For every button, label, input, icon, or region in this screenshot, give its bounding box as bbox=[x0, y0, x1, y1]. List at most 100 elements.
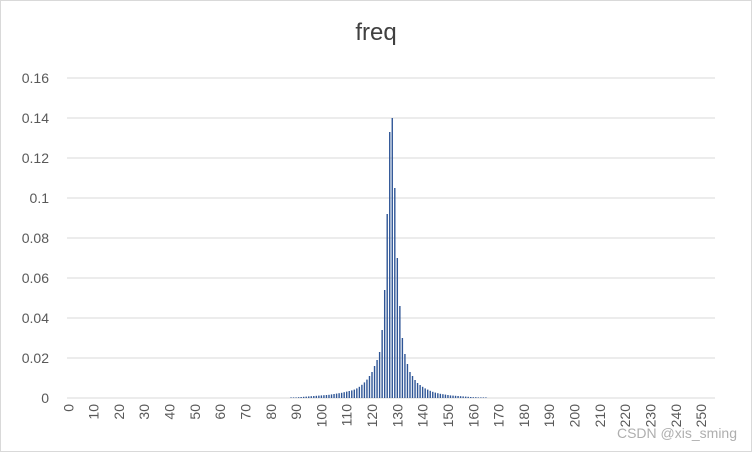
y-tick-label: 0.1 bbox=[30, 190, 50, 206]
bar bbox=[437, 393, 439, 398]
bar bbox=[363, 382, 366, 398]
bar bbox=[383, 290, 386, 398]
bar bbox=[335, 393, 338, 398]
bar bbox=[480, 397, 482, 398]
x-tick-label: 20 bbox=[111, 404, 127, 420]
x-tick-label: 140 bbox=[415, 404, 431, 428]
x-tick-label: 190 bbox=[541, 404, 557, 428]
bar bbox=[346, 391, 348, 398]
chart-title: freq bbox=[355, 19, 397, 46]
bar bbox=[300, 397, 302, 398]
bar bbox=[470, 397, 472, 398]
y-tick-label: 0.02 bbox=[22, 350, 49, 366]
bar bbox=[305, 396, 307, 398]
x-tick-label: 110 bbox=[339, 404, 355, 427]
bar bbox=[427, 389, 429, 398]
bar bbox=[439, 393, 442, 398]
bar bbox=[485, 397, 487, 398]
bar bbox=[373, 366, 376, 398]
bar bbox=[353, 389, 355, 398]
y-tick-label: 0.04 bbox=[22, 310, 49, 326]
x-tick-label: 90 bbox=[288, 404, 304, 420]
bar bbox=[308, 396, 310, 398]
x-tick-label: 70 bbox=[237, 404, 253, 420]
x-tick-label: 100 bbox=[313, 404, 329, 428]
bar bbox=[419, 385, 421, 398]
bar bbox=[404, 354, 406, 398]
bar bbox=[424, 388, 426, 398]
bar bbox=[295, 397, 297, 398]
bar bbox=[340, 392, 343, 398]
bar bbox=[457, 396, 459, 398]
y-tick-label: 0.14 bbox=[22, 110, 49, 126]
x-tick-label: 220 bbox=[617, 404, 633, 428]
bar bbox=[391, 118, 393, 398]
bar bbox=[376, 360, 378, 398]
x-tick-label: 130 bbox=[389, 404, 405, 428]
x-tick-label: 30 bbox=[136, 404, 152, 420]
bar bbox=[371, 372, 373, 398]
x-tick-label: 50 bbox=[187, 404, 203, 420]
watermark-text: CSDN @xis_sming bbox=[616, 425, 737, 441]
bar bbox=[351, 390, 353, 398]
bar bbox=[394, 188, 396, 398]
bar bbox=[333, 394, 335, 398]
bar bbox=[330, 394, 333, 398]
bar bbox=[464, 396, 467, 398]
bar bbox=[358, 386, 361, 398]
bar bbox=[320, 395, 323, 398]
bar bbox=[338, 393, 340, 398]
y-tick-label: 0.12 bbox=[22, 150, 49, 166]
bar bbox=[313, 396, 315, 398]
x-tick-label: 10 bbox=[86, 404, 102, 420]
bar bbox=[389, 132, 391, 398]
bar bbox=[434, 392, 436, 398]
x-tick-label: 180 bbox=[516, 404, 532, 428]
x-tick-label: 240 bbox=[668, 404, 684, 428]
bar bbox=[381, 330, 383, 398]
bar bbox=[475, 397, 477, 398]
bar bbox=[368, 376, 371, 398]
bar bbox=[454, 395, 457, 398]
x-tick-label: 170 bbox=[491, 404, 507, 428]
bar bbox=[315, 395, 318, 398]
bar bbox=[447, 395, 449, 398]
bar bbox=[310, 396, 312, 398]
bar bbox=[432, 391, 434, 398]
x-tick-label: 60 bbox=[212, 404, 228, 420]
bar bbox=[411, 376, 414, 398]
bar bbox=[421, 386, 424, 398]
bar bbox=[348, 391, 350, 398]
bar bbox=[462, 396, 464, 398]
bar bbox=[472, 397, 474, 398]
bar bbox=[396, 258, 399, 398]
bar bbox=[292, 397, 295, 398]
bar bbox=[399, 306, 401, 398]
bar bbox=[449, 395, 452, 398]
x-tick-label: 80 bbox=[263, 404, 279, 420]
bar bbox=[477, 397, 480, 398]
bar bbox=[356, 388, 358, 398]
x-tick-label: 120 bbox=[364, 404, 380, 428]
bar bbox=[459, 396, 462, 398]
bar bbox=[386, 214, 388, 398]
y-tick-label: 0.06 bbox=[22, 270, 49, 286]
bar bbox=[325, 395, 328, 398]
bar bbox=[452, 395, 454, 398]
y-tick-label: 0.16 bbox=[22, 70, 49, 86]
bar bbox=[401, 338, 404, 398]
x-tick-label: 210 bbox=[592, 404, 608, 428]
bar bbox=[328, 394, 330, 398]
bar bbox=[414, 380, 416, 398]
bar bbox=[361, 384, 363, 398]
x-tick-label: 150 bbox=[440, 404, 456, 428]
bar bbox=[318, 395, 320, 398]
bar bbox=[302, 396, 305, 398]
bar bbox=[290, 397, 292, 398]
bar bbox=[482, 397, 485, 398]
x-tick-label: 250 bbox=[693, 404, 709, 428]
bar bbox=[409, 372, 411, 398]
bar bbox=[467, 396, 469, 398]
